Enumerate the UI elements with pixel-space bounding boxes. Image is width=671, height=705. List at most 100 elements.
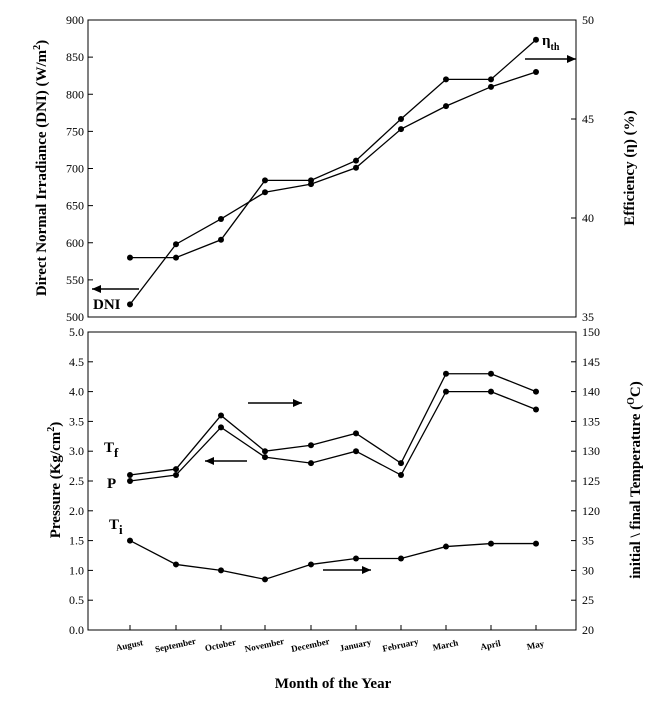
x-tick-label: September bbox=[154, 636, 197, 654]
ti-point bbox=[173, 561, 179, 568]
x-tick-label: February bbox=[381, 636, 419, 653]
bottom-right-tick-label: 135 bbox=[582, 414, 600, 428]
bottom-left-tick-label: 3.5 bbox=[69, 414, 84, 428]
dni-point bbox=[262, 189, 268, 196]
ti-point bbox=[127, 537, 133, 544]
tf-line bbox=[129, 373, 537, 476]
tf-point bbox=[398, 460, 404, 467]
dni-arrow-left-head bbox=[92, 285, 101, 293]
x-axis-title: Month of the Year bbox=[275, 676, 392, 692]
axis-ticks: 500 550 600 650 700 750 800 850 900 35 40 45 50 0.0 0.… bbox=[66, 13, 600, 654]
bottom-left-tick-label: 5.0 bbox=[69, 325, 84, 339]
eta-arrow-right-head bbox=[567, 55, 576, 63]
ti-point bbox=[488, 540, 494, 547]
bottom-left-tick-label: 0.5 bbox=[69, 593, 84, 607]
tf-point bbox=[173, 466, 179, 473]
tf-point bbox=[443, 370, 449, 377]
p-arrow-left-head bbox=[205, 457, 214, 465]
bottom-right-tick-label: 30 bbox=[582, 563, 594, 577]
top-left-tick-label: 700 bbox=[66, 162, 84, 176]
ti-point bbox=[308, 561, 314, 568]
x-tick-label: November bbox=[244, 636, 285, 654]
pressure-point bbox=[398, 472, 404, 479]
pressure-point bbox=[308, 460, 314, 467]
bottom-right-tick-label: 125 bbox=[582, 474, 600, 488]
dni-point bbox=[533, 68, 539, 75]
efficiency-point bbox=[262, 177, 268, 184]
dni-point bbox=[353, 164, 359, 171]
top-right-tick-label: 35 bbox=[582, 310, 594, 324]
x-tick-label: May bbox=[526, 638, 546, 652]
efficiency-point bbox=[398, 116, 404, 122]
x-tick-label: October bbox=[204, 637, 237, 653]
top-right-tick-label: 40 bbox=[582, 211, 594, 225]
dni-point bbox=[443, 103, 449, 110]
pressure-point bbox=[443, 388, 449, 395]
efficiency-point bbox=[173, 254, 179, 261]
top-left-axis-title: Direct Normal Irradiance (DNI) (W/m2) bbox=[32, 40, 50, 296]
pressure-point bbox=[488, 388, 494, 395]
bottom-right-tick-label: 20 bbox=[582, 623, 594, 637]
bottom-right-tick-label: 150 bbox=[582, 325, 600, 339]
tf-point bbox=[488, 370, 494, 377]
pressure-point bbox=[262, 454, 268, 461]
bottom-right-tick-label: 130 bbox=[582, 444, 600, 458]
efficiency-point bbox=[488, 76, 494, 83]
ti-point bbox=[353, 555, 359, 562]
efficiency-point bbox=[127, 254, 133, 261]
top-left-tick-label: 800 bbox=[66, 87, 84, 101]
dni-point bbox=[218, 215, 224, 222]
tf-point bbox=[218, 412, 224, 419]
top-left-tick-label: 550 bbox=[66, 273, 84, 287]
bottom-left-tick-label: 1.5 bbox=[69, 534, 84, 548]
x-tick-label: December bbox=[290, 636, 330, 654]
bottom-right-tick-label: 120 bbox=[582, 504, 600, 518]
efficiency-point bbox=[308, 177, 314, 184]
x-tick-label: April bbox=[479, 638, 502, 652]
tf-point bbox=[262, 448, 268, 455]
dni-line bbox=[129, 71, 537, 305]
efficiency-line bbox=[130, 39, 537, 259]
top-right-axis-title: Efficiency (η) (%) bbox=[622, 110, 638, 225]
pressure-point bbox=[127, 478, 133, 484]
pressure-point bbox=[533, 406, 539, 413]
bottom-left-tick-label: 0.0 bbox=[69, 623, 84, 637]
ti-series-label: Ti bbox=[109, 517, 123, 537]
bottom-right-axis-title: initial \ final Temperature (OC) bbox=[626, 381, 644, 579]
top-left-tick-label: 850 bbox=[66, 50, 84, 64]
p-series-label: P bbox=[107, 476, 116, 492]
dni-point bbox=[398, 126, 404, 133]
eta-series-label: ηth bbox=[542, 33, 560, 53]
ti-point bbox=[533, 540, 539, 547]
bottom-left-tick-label: 2.5 bbox=[69, 474, 84, 488]
x-tick-label: March bbox=[432, 637, 459, 652]
series-layer bbox=[127, 36, 539, 583]
labels-layer: DNI ηth Tf P Ti Direct Normal Irradiance (DNI… bbox=[32, 33, 644, 579]
top-right-tick-label: 50 bbox=[582, 13, 594, 27]
top-panel-frame bbox=[87, 19, 577, 318]
bottom-right-tick-label: 25 bbox=[582, 593, 594, 607]
bottom-panel-frame bbox=[87, 331, 577, 631]
x-tick-label: August bbox=[115, 637, 144, 653]
pressure-point bbox=[353, 448, 359, 455]
bottom-left-axis-title: Pressure (Kg/cm2) bbox=[46, 422, 64, 539]
top-right-tick-label: 45 bbox=[582, 112, 594, 126]
plot-frame bbox=[87, 19, 577, 631]
bottom-left-tick-label: 4.0 bbox=[69, 385, 84, 399]
bottom-left-tick-label: 2.0 bbox=[69, 504, 84, 518]
dni-series-label: DNI bbox=[93, 297, 121, 313]
top-left-tick-label: 600 bbox=[66, 236, 84, 250]
tf-point bbox=[127, 472, 133, 479]
bottom-left-tick-label: 3.0 bbox=[69, 444, 84, 458]
x-tick-label: January bbox=[339, 637, 373, 654]
ti-point bbox=[398, 555, 404, 562]
ti-point bbox=[218, 567, 224, 574]
pressure-point bbox=[173, 472, 179, 479]
efficiency-point bbox=[353, 157, 359, 164]
top-left-tick-label: 650 bbox=[66, 199, 84, 213]
ti-line bbox=[129, 540, 536, 581]
tf-point bbox=[308, 442, 314, 449]
efficiency-point bbox=[533, 36, 539, 43]
top-left-tick-label: 750 bbox=[66, 124, 84, 138]
